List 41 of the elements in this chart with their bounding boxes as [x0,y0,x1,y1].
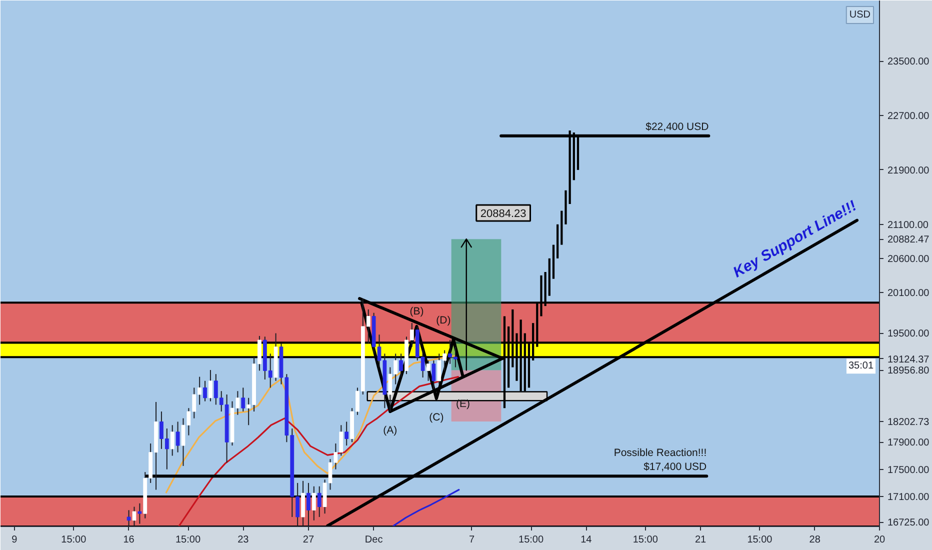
y-tick-label: 16725.00 [888,518,930,529]
y-tick-label: 19124.37 [888,354,930,366]
x-tick-label: 15:00 [175,534,201,546]
y-tick-label: 18202.73 [888,417,930,428]
x-tick-label: 9 [12,534,18,546]
x-tick-label: 15:00 [747,534,773,546]
y-tick-label: 23500.00 [888,56,930,68]
y-tick-label: 22700.00 [888,111,930,122]
annotation: Possible Reaction!!! [614,447,707,460]
y-tick-label: 18956.80 [888,366,930,377]
annotation: (E) [456,398,470,410]
x-tick-label: 15:00 [61,534,87,546]
y-tick-label: 20100.00 [888,288,930,299]
x-tick-label: 23 [238,534,250,546]
y-tick-label: 21100.00 [888,220,929,231]
y-tick-label: 20882.47 [888,234,930,246]
y-tick-label: 19500.00 [888,328,930,340]
x-tick-label: 7 [469,534,476,546]
y-tick-label: 17100.00 [888,492,930,504]
x-tick-label: 21 [694,534,706,546]
x-tick-label: 27 [302,534,314,546]
y-tick-label: 17900.00 [888,438,930,449]
x-tick-label: 16 [123,534,135,546]
x-tick-label: 28 [809,534,821,546]
y-tick-label: 17500.00 [888,464,930,476]
annotation: (D) [436,314,451,326]
annotation: (C) [429,412,444,424]
x-tick-label: Dec [364,534,383,546]
x-tick-label: 14 [580,534,592,546]
annotation: (B) [410,305,424,318]
annotation: $22,400 USD [646,120,710,133]
y-tick-label: 21900.00 [888,165,930,176]
annotation: 20884.23 [480,208,526,220]
x-tick-label: 20 [874,534,886,546]
annotation: 35:01 [848,360,874,372]
annotation: USD [849,10,871,20]
x-tick-label: 15:00 [632,534,658,546]
annotation: $17,400 USD [644,461,708,474]
y-tick-label: 20600.00 [888,254,930,265]
annotation: (A) [383,424,398,436]
x-tick-label: 15:00 [518,534,544,546]
